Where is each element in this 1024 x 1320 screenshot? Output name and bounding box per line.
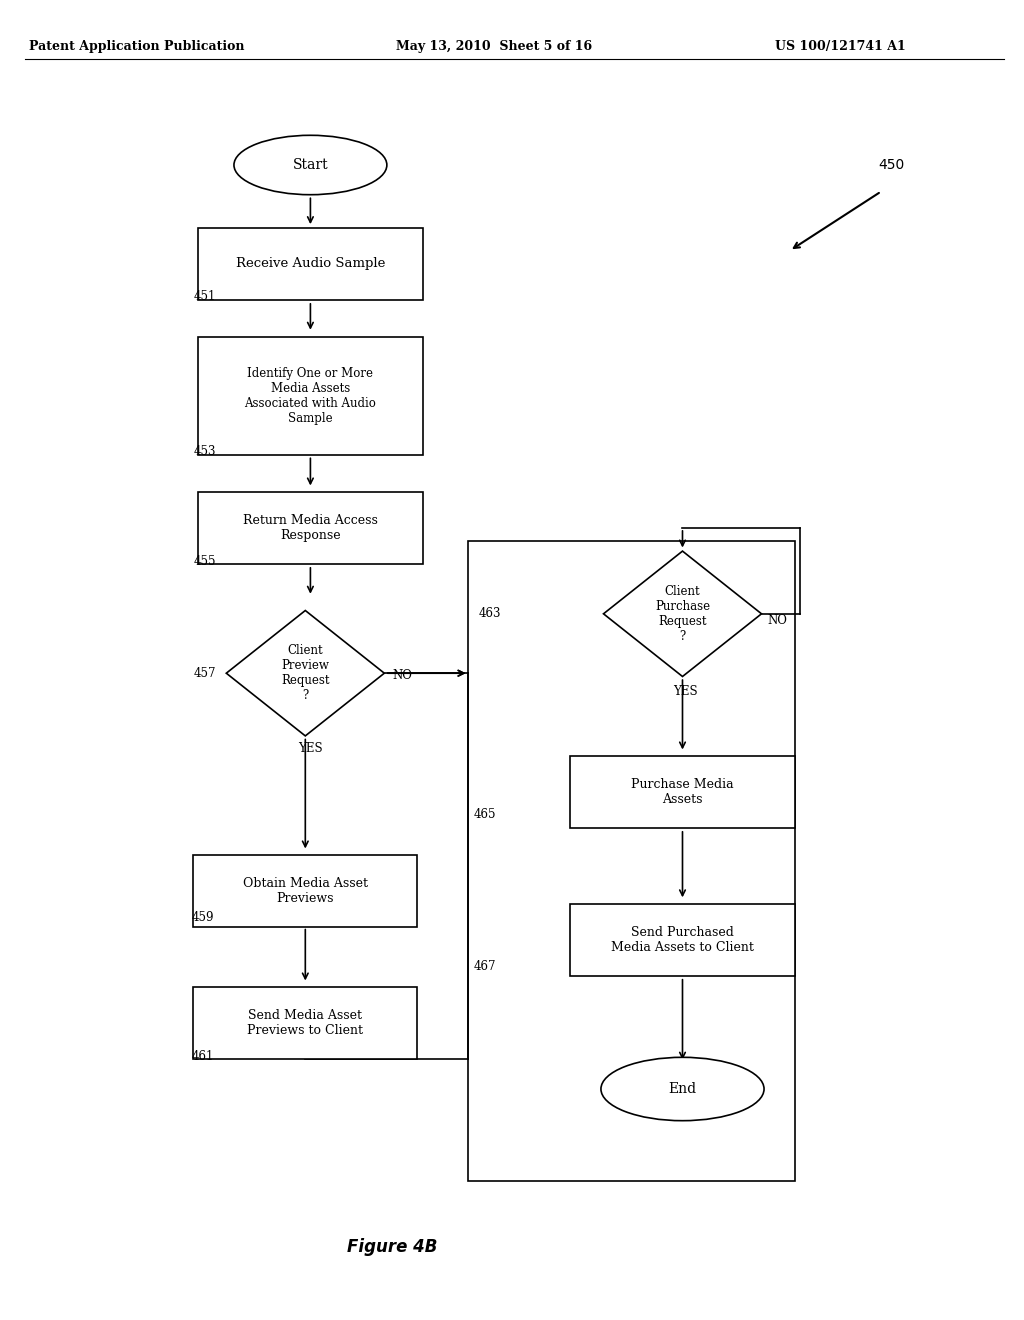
Text: Client
Preview
Request
?: Client Preview Request ? (281, 644, 330, 702)
Text: Return Media Access
Response: Return Media Access Response (243, 513, 378, 543)
FancyBboxPatch shape (199, 337, 423, 455)
FancyBboxPatch shape (199, 491, 423, 565)
Text: 467: 467 (473, 960, 496, 973)
Text: NO: NO (392, 669, 412, 682)
FancyBboxPatch shape (468, 541, 795, 1181)
Text: YES: YES (298, 742, 323, 755)
Text: Figure 4B: Figure 4B (347, 1238, 437, 1257)
Text: Client
Purchase
Request
?: Client Purchase Request ? (655, 585, 710, 643)
Text: 457: 457 (194, 667, 216, 680)
Text: End: End (669, 1082, 696, 1096)
Text: Send Media Asset
Previews to Client: Send Media Asset Previews to Client (248, 1008, 364, 1038)
Text: Purchase Media
Assets: Purchase Media Assets (631, 777, 734, 807)
Text: US 100/121741 A1: US 100/121741 A1 (775, 40, 906, 53)
Text: May 13, 2010  Sheet 5 of 16: May 13, 2010 Sheet 5 of 16 (396, 40, 592, 53)
Text: 450: 450 (879, 158, 904, 172)
Text: 465: 465 (473, 808, 496, 821)
FancyBboxPatch shape (199, 227, 423, 300)
Text: 455: 455 (194, 554, 216, 568)
Text: Identify One or More
Media Assets
Associated with Audio
Sample: Identify One or More Media Assets Associ… (245, 367, 377, 425)
FancyBboxPatch shape (194, 855, 418, 927)
Text: 453: 453 (194, 445, 216, 458)
Text: NO: NO (767, 614, 787, 627)
Text: YES: YES (673, 685, 698, 698)
Text: Receive Audio Sample: Receive Audio Sample (236, 257, 385, 271)
FancyBboxPatch shape (570, 904, 795, 977)
Polygon shape (226, 610, 384, 737)
Polygon shape (603, 552, 762, 676)
Ellipse shape (233, 135, 387, 195)
Ellipse shape (601, 1057, 764, 1121)
Text: 461: 461 (191, 1049, 214, 1063)
FancyBboxPatch shape (570, 755, 795, 829)
Text: Obtain Media Asset
Previews: Obtain Media Asset Previews (243, 876, 368, 906)
Text: 459: 459 (191, 911, 214, 924)
Text: 463: 463 (478, 607, 501, 620)
Text: 451: 451 (194, 290, 215, 304)
Text: Send Purchased
Media Assets to Client: Send Purchased Media Assets to Client (611, 925, 754, 954)
Text: Patent Application Publication: Patent Application Publication (30, 40, 245, 53)
Text: Start: Start (293, 158, 329, 172)
FancyBboxPatch shape (194, 987, 418, 1059)
